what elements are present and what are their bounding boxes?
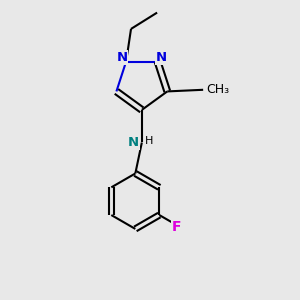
Text: H: H bbox=[145, 136, 153, 146]
Text: F: F bbox=[171, 220, 181, 234]
Text: N: N bbox=[128, 136, 139, 149]
Text: N: N bbox=[156, 51, 167, 64]
Text: N: N bbox=[117, 51, 128, 64]
Text: CH₃: CH₃ bbox=[206, 82, 230, 96]
